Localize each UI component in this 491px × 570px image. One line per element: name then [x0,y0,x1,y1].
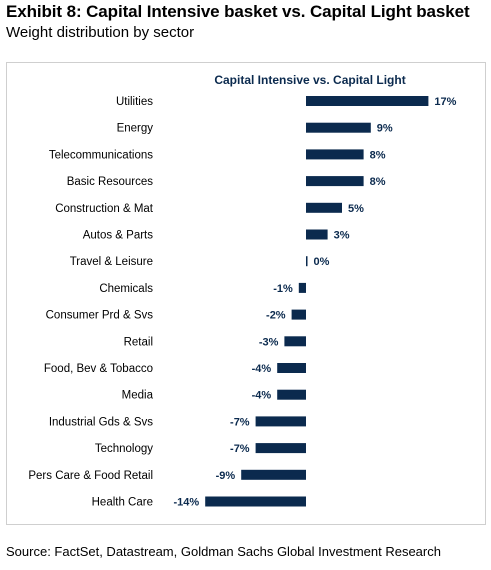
bar [291,309,306,320]
source-note: Source: FactSet, Datastream, Goldman Sac… [6,544,441,559]
bar [306,149,364,160]
category-label: Construction & Mat [55,203,154,215]
bar [306,176,364,187]
category-label: Technology [95,443,153,455]
chart-frame [6,62,486,525]
bar [298,282,306,293]
value-label: -4% [252,390,272,402]
bar [284,336,306,347]
value-label: 3% [334,230,350,242]
value-label: -14% [174,497,200,509]
category-label: Basic Resources [67,176,154,188]
bar [205,496,306,507]
bar [306,256,308,267]
value-label: 17% [434,96,456,108]
category-label: Energy [117,123,154,135]
category-label: Pers Care & Food Retail [28,470,153,482]
category-label: Chemicals [99,283,153,295]
bar [306,229,328,240]
value-label: -4% [252,363,272,375]
bar [306,202,342,213]
bar [277,363,306,373]
value-label: 9% [377,123,393,135]
category-label: Industrial Gds & Svs [49,416,153,428]
bar [255,416,306,427]
category-label: Travel & Leisure [70,256,153,268]
chart-title: Capital Intensive vs. Capital Light [214,73,405,87]
category-label: Food, Bev & Tobacco [44,363,153,375]
value-label: -7% [230,443,250,455]
bar [241,469,306,480]
bar [277,389,306,400]
bar [306,96,429,106]
category-label: Autos & Parts [83,230,154,242]
value-label: -9% [216,470,236,482]
value-label: -3% [259,336,279,348]
value-label: 0% [314,256,330,268]
category-label: Utilities [116,96,153,108]
category-label: Consumer Prd & Svs [46,310,154,322]
category-label: Media [122,390,154,402]
bar [255,443,306,454]
exhibit-title: Exhibit 8: Capital Intensive basket vs. … [6,2,470,21]
value-label: 8% [370,149,386,161]
value-label: 5% [348,203,364,215]
bar [306,122,371,133]
exhibit-subtitle: Weight distribution by sector [6,24,195,41]
value-label: -2% [266,310,286,322]
category-label: Health Care [92,497,153,509]
category-label: Retail [124,336,153,348]
value-label: -1% [273,283,293,295]
value-label: 8% [370,176,386,188]
bar-chart: Capital Intensive vs. Capital Light Util… [28,73,456,509]
category-label: Telecommunications [49,149,153,161]
value-label: -7% [230,416,250,428]
